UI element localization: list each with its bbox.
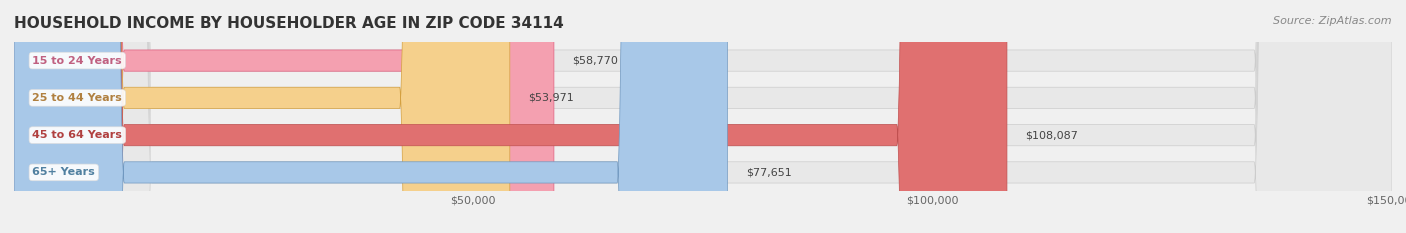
Text: $77,651: $77,651 [745, 168, 792, 177]
Text: HOUSEHOLD INCOME BY HOUSEHOLDER AGE IN ZIP CODE 34114: HOUSEHOLD INCOME BY HOUSEHOLDER AGE IN Z… [14, 16, 564, 31]
Text: 45 to 64 Years: 45 to 64 Years [32, 130, 122, 140]
Text: $53,971: $53,971 [529, 93, 574, 103]
FancyBboxPatch shape [14, 0, 1007, 233]
Text: $58,770: $58,770 [572, 56, 619, 65]
FancyBboxPatch shape [14, 0, 1392, 233]
Text: 65+ Years: 65+ Years [32, 168, 96, 177]
Text: Source: ZipAtlas.com: Source: ZipAtlas.com [1274, 16, 1392, 26]
FancyBboxPatch shape [14, 0, 1392, 233]
Text: $108,087: $108,087 [1025, 130, 1078, 140]
Text: 25 to 44 Years: 25 to 44 Years [32, 93, 122, 103]
FancyBboxPatch shape [14, 0, 1392, 233]
FancyBboxPatch shape [14, 0, 554, 233]
FancyBboxPatch shape [14, 0, 1392, 233]
FancyBboxPatch shape [14, 0, 510, 233]
Text: 15 to 24 Years: 15 to 24 Years [32, 56, 122, 65]
FancyBboxPatch shape [14, 0, 727, 233]
